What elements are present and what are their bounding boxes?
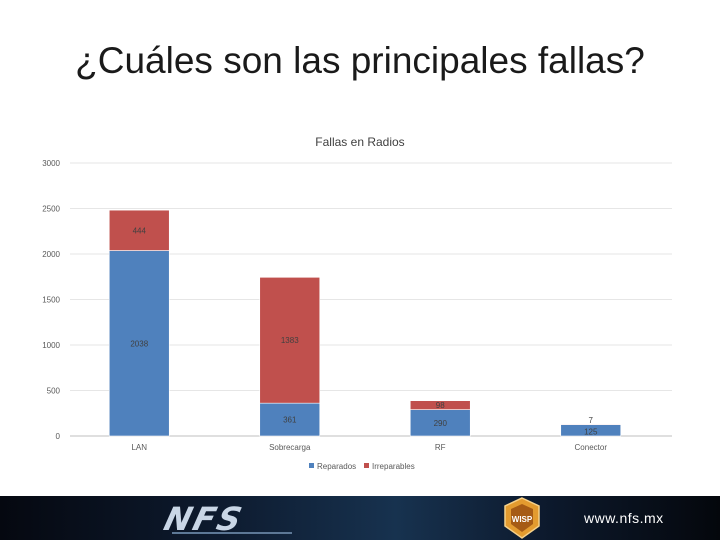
bar-reparados-lan: [108, 250, 170, 437]
data-label: 7: [589, 416, 594, 425]
y-tick-label: 3000: [42, 159, 60, 168]
gridlines: [70, 162, 672, 437]
stacked-bar-chart: Fallas en Radios 0 500 1000 1500 2000 2500 300…: [42, 135, 672, 471]
y-tick-label: 1000: [42, 341, 60, 350]
legend: Reparados Irreparables: [309, 462, 415, 471]
bar-reparados-rf: [409, 409, 471, 437]
bar-reparados-sobrecarga: [259, 402, 321, 437]
x-tick-label: Sobrecarga: [269, 443, 311, 452]
data-label: 361: [283, 416, 297, 425]
y-tick-label: 0: [56, 432, 61, 441]
data-label: 290: [434, 419, 448, 428]
legend-label-irreparables: Irreparables: [372, 462, 415, 471]
bar-irreparables-conector: [560, 423, 622, 425]
data-label: 98: [436, 401, 445, 410]
y-tick-label: 1500: [42, 296, 60, 305]
bars: 2038 444 361 1383 290 98 125 7: [108, 209, 622, 437]
y-tick-label: 2500: [42, 205, 60, 214]
chart-title: Fallas en Radios: [315, 135, 404, 149]
data-label: 2038: [130, 339, 148, 348]
x-axis-ticks: LAN Sobrecarga RF Conector: [131, 443, 607, 452]
y-tick-label: 2000: [42, 250, 60, 259]
y-axis-ticks: 0 500 1000 1500 2000 2500 3000: [42, 159, 60, 441]
legend-swatch-reparados: [309, 463, 314, 468]
x-tick-label: Conector: [575, 443, 608, 452]
logo-underline: [172, 532, 292, 534]
data-label: 444: [133, 226, 147, 235]
website-url: www.nfs.mx: [584, 510, 664, 526]
data-label: 125: [584, 427, 598, 436]
data-label: 1383: [281, 336, 299, 345]
y-tick-label: 500: [47, 387, 61, 396]
x-tick-label: RF: [435, 443, 446, 452]
bar-irreparables-lan: [108, 209, 170, 251]
legend-label-reparados: Reparados: [317, 462, 356, 471]
x-tick-label: LAN: [131, 443, 147, 452]
legend-swatch-irreparables: [364, 463, 369, 468]
bar-irreparables-rf: [409, 400, 471, 410]
footer-banner: NFS WISP www.nfs.mx: [0, 496, 720, 540]
slide-title: ¿Cuáles son las principales fallas?: [75, 40, 645, 81]
wisp-badge-icon: WISP: [504, 497, 540, 539]
badge-text: WISP: [512, 515, 533, 524]
bar-irreparables-sobrecarga: [259, 276, 321, 404]
